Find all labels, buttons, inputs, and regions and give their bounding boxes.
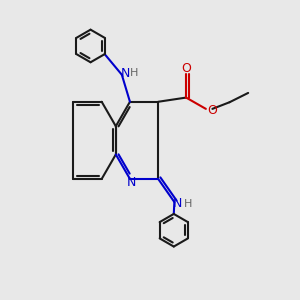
Text: O: O — [208, 104, 217, 117]
Text: N: N — [173, 197, 183, 210]
Text: O: O — [181, 62, 191, 75]
Text: N: N — [127, 176, 136, 189]
Text: N: N — [121, 67, 130, 80]
Text: H: H — [184, 199, 193, 208]
Text: H: H — [130, 68, 139, 78]
